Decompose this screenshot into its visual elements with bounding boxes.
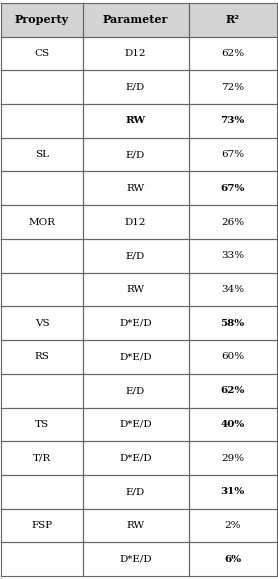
Bar <box>1 36 83 70</box>
Text: Parameter: Parameter <box>103 14 168 25</box>
Text: 29%: 29% <box>221 453 244 463</box>
Text: FSP: FSP <box>31 521 53 530</box>
Text: 62%: 62% <box>221 49 244 58</box>
Text: D*E/D: D*E/D <box>119 420 152 429</box>
Text: 2%: 2% <box>224 521 241 530</box>
Bar <box>1 306 83 340</box>
Bar <box>1 509 83 543</box>
Text: R²: R² <box>225 14 240 25</box>
Text: 31%: 31% <box>220 488 245 496</box>
Text: 72%: 72% <box>221 83 244 91</box>
Bar <box>83 239 188 273</box>
Bar <box>1 205 83 239</box>
Bar <box>188 273 277 306</box>
Text: 6%: 6% <box>224 555 241 564</box>
Bar <box>1 171 83 205</box>
Text: RW: RW <box>126 285 145 294</box>
Text: E/D: E/D <box>126 488 145 496</box>
Text: E/D: E/D <box>126 386 145 395</box>
Text: D*E/D: D*E/D <box>119 555 152 564</box>
Bar <box>83 441 188 475</box>
Bar <box>188 441 277 475</box>
Bar <box>188 138 277 171</box>
Text: RW: RW <box>125 116 146 126</box>
Bar <box>1 340 83 374</box>
Bar <box>188 171 277 205</box>
Bar <box>1 104 83 138</box>
Text: E/D: E/D <box>126 251 145 261</box>
Text: Property: Property <box>15 14 69 25</box>
Text: 58%: 58% <box>220 318 245 328</box>
Bar <box>1 408 83 441</box>
Bar <box>83 138 188 171</box>
Text: VS: VS <box>35 318 49 328</box>
Text: 62%: 62% <box>220 386 245 395</box>
Bar <box>83 543 188 576</box>
Text: 26%: 26% <box>221 218 244 226</box>
Bar <box>1 3 83 36</box>
Bar <box>188 543 277 576</box>
Text: CS: CS <box>34 49 49 58</box>
Text: D12: D12 <box>125 218 146 226</box>
Bar <box>188 239 277 273</box>
Bar <box>188 408 277 441</box>
Text: RS: RS <box>34 353 49 361</box>
Bar <box>83 340 188 374</box>
Bar <box>188 205 277 239</box>
Bar <box>1 70 83 104</box>
Text: SL: SL <box>35 150 49 159</box>
Text: D12: D12 <box>125 49 146 58</box>
Bar <box>83 36 188 70</box>
Text: 73%: 73% <box>220 116 245 126</box>
Bar <box>83 273 188 306</box>
Text: D*E/D: D*E/D <box>119 353 152 361</box>
Bar <box>188 104 277 138</box>
Bar <box>1 441 83 475</box>
Bar <box>188 340 277 374</box>
Text: 34%: 34% <box>221 285 244 294</box>
Text: 40%: 40% <box>220 420 245 429</box>
Bar <box>188 36 277 70</box>
Bar <box>188 509 277 543</box>
Bar <box>83 509 188 543</box>
Bar <box>1 239 83 273</box>
Bar <box>83 171 188 205</box>
Text: 67%: 67% <box>220 184 245 193</box>
Bar <box>83 70 188 104</box>
Bar <box>1 543 83 576</box>
Text: 67%: 67% <box>221 150 244 159</box>
Text: D*E/D: D*E/D <box>119 453 152 463</box>
Text: MOR: MOR <box>28 218 56 226</box>
Bar <box>188 70 277 104</box>
Bar <box>188 3 277 36</box>
Text: 60%: 60% <box>221 353 244 361</box>
Bar <box>188 306 277 340</box>
Bar <box>83 374 188 408</box>
Text: RW: RW <box>126 184 145 193</box>
Text: TS: TS <box>35 420 49 429</box>
Bar <box>83 205 188 239</box>
Bar <box>83 104 188 138</box>
Text: 33%: 33% <box>221 251 244 261</box>
Bar <box>83 408 188 441</box>
Bar <box>188 374 277 408</box>
Text: E/D: E/D <box>126 83 145 91</box>
Text: RW: RW <box>126 521 145 530</box>
Text: D*E/D: D*E/D <box>119 318 152 328</box>
Text: T/R: T/R <box>33 453 51 463</box>
Bar <box>83 306 188 340</box>
Bar <box>1 138 83 171</box>
Bar <box>83 475 188 509</box>
Bar <box>1 273 83 306</box>
Bar <box>1 374 83 408</box>
Bar <box>188 475 277 509</box>
Bar <box>1 475 83 509</box>
Bar <box>83 3 188 36</box>
Text: E/D: E/D <box>126 150 145 159</box>
